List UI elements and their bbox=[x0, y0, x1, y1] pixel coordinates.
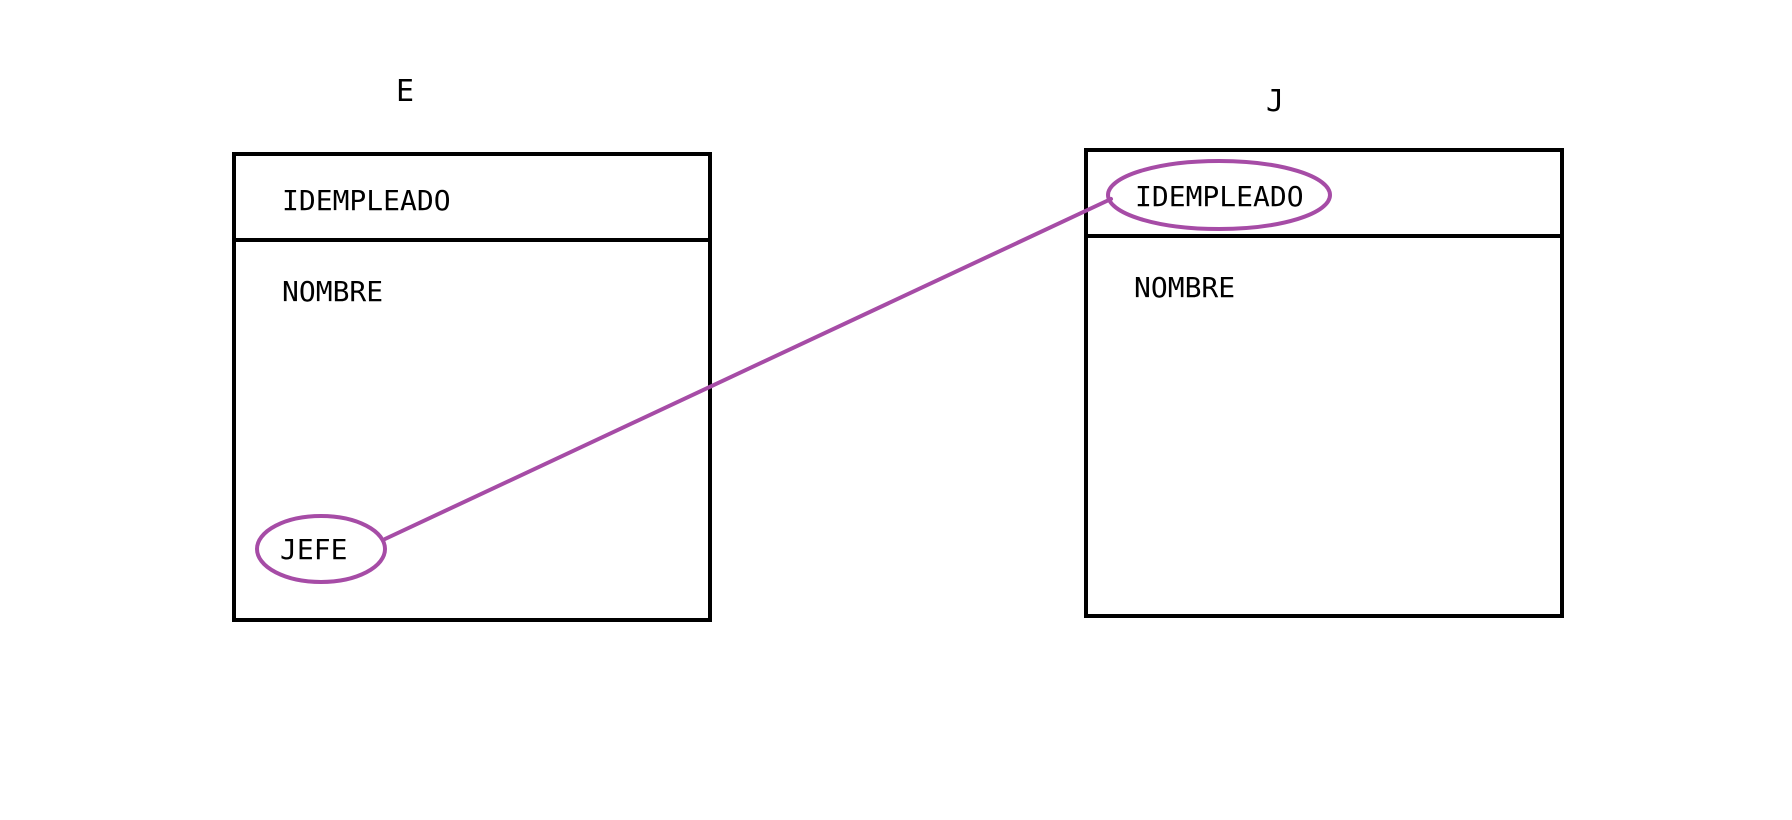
entity-j-field-nombre: NOMBRE bbox=[1134, 271, 1235, 304]
entity-e-title: E bbox=[396, 74, 414, 109]
entity-j-field-idempleado: IDEMPLEADO bbox=[1135, 180, 1304, 213]
entity-e-field-idempleado: IDEMPLEADO bbox=[282, 184, 451, 217]
relation-connector-line bbox=[383, 197, 1113, 541]
entity-e-field-jefe: JEFE bbox=[280, 533, 347, 566]
entity-e-field-nombre: NOMBRE bbox=[282, 275, 383, 308]
entity-j-title: J bbox=[1266, 84, 1284, 119]
entity-j-idempleado-highlight bbox=[1106, 159, 1332, 231]
entity-j-box bbox=[1084, 148, 1564, 618]
entity-e-jefe-highlight bbox=[255, 514, 387, 584]
entity-e: E IDEMPLEADO NOMBRE JEFE bbox=[232, 74, 712, 622]
entity-j: J IDEMPLEADO NOMBRE bbox=[1084, 84, 1564, 618]
